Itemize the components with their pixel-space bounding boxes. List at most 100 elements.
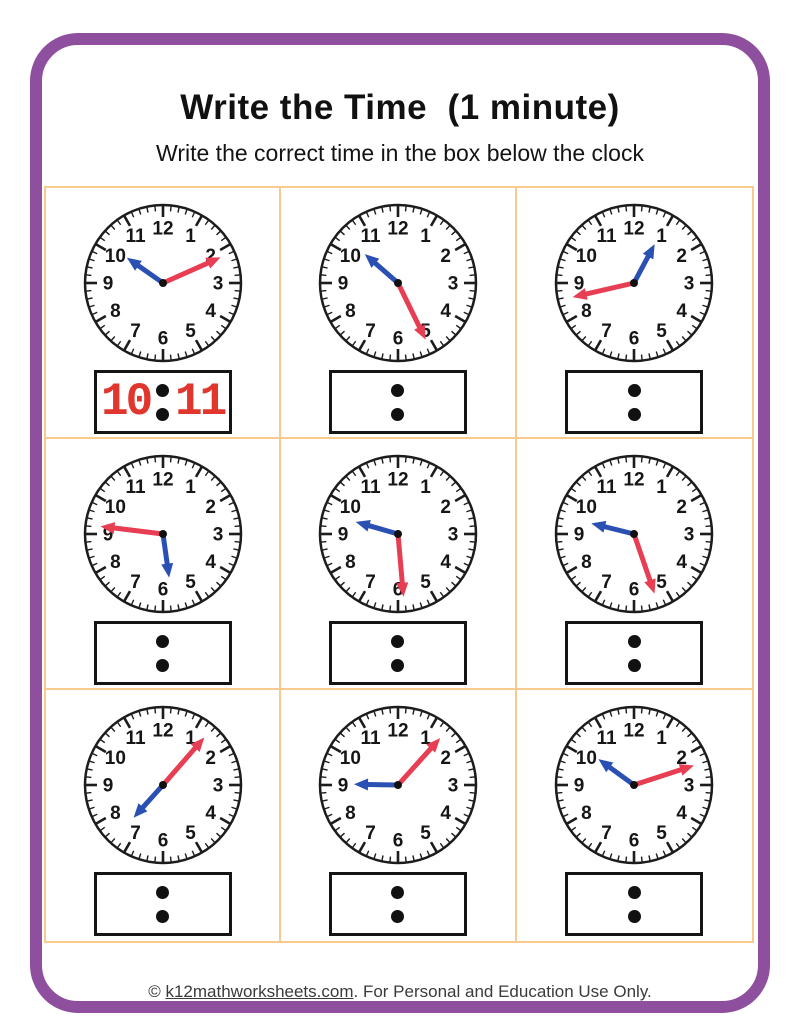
footer-copyright: ©: [148, 982, 166, 1001]
svg-text:11: 11: [125, 728, 146, 749]
tick-marks: [556, 456, 713, 612]
svg-text:10: 10: [576, 497, 597, 518]
svg-text:7: 7: [365, 572, 376, 593]
tick-marks: [319, 707, 476, 863]
minute-hand: [395, 738, 441, 788]
colon-separator: [390, 885, 406, 923]
svg-text:6: 6: [629, 831, 640, 852]
svg-text:6: 6: [629, 329, 640, 350]
svg-text:11: 11: [597, 477, 618, 498]
time-answer-box[interactable]: [565, 621, 704, 685]
svg-text:4: 4: [677, 301, 688, 322]
hour-hand: [160, 531, 173, 578]
time-answer-box[interactable]: [328, 872, 467, 936]
svg-text:3: 3: [448, 776, 459, 797]
colon-dot: [391, 885, 405, 899]
svg-text:7: 7: [130, 823, 141, 844]
svg-text:10: 10: [104, 246, 125, 267]
svg-text:6: 6: [157, 329, 168, 350]
colon-dot: [391, 383, 405, 397]
footer-credit: © k12mathworksheets.com. For Personal an…: [42, 982, 758, 1002]
minute-hand: [395, 280, 426, 340]
svg-text:3: 3: [212, 274, 223, 295]
clock-cell: 12 1 2 3 4 5 6 7 8 9 10 11: [46, 690, 282, 941]
svg-text:3: 3: [212, 525, 223, 546]
svg-text:10: 10: [340, 497, 361, 518]
hour-hand: [133, 782, 166, 818]
colon-dot: [156, 634, 170, 648]
svg-text:6: 6: [393, 831, 404, 852]
clock-cell: 12 1 2 3 4 5 6 7 8 9 10 11: [517, 690, 752, 941]
worksheet-frame: Write the Time (1 minute) Write the corr…: [30, 33, 770, 1013]
svg-text:5: 5: [185, 572, 196, 593]
minute-hand: [631, 764, 695, 788]
time-answer-box[interactable]: [93, 872, 232, 936]
colon-separator: [390, 634, 406, 672]
svg-text:7: 7: [602, 572, 613, 593]
colon-dot: [156, 407, 170, 421]
colon-separator: [626, 634, 642, 672]
svg-text:4: 4: [440, 301, 451, 322]
svg-text:6: 6: [629, 580, 640, 601]
center-pin: [393, 279, 402, 287]
time-answer-box[interactable]: [328, 370, 467, 434]
time-answer-box[interactable]: [328, 621, 467, 685]
svg-text:1: 1: [657, 477, 668, 498]
center-pin: [158, 781, 167, 789]
hour-hand: [631, 244, 655, 286]
hour-hand: [353, 778, 401, 791]
colon-separator: [155, 634, 171, 672]
time-answer-box[interactable]: 10 11: [93, 370, 232, 434]
clock-cell: 12 1 2 3 4 5 6 7 8 9 10 11: [281, 188, 517, 439]
time-answer-box[interactable]: [93, 621, 232, 685]
colon-dot: [391, 909, 405, 923]
svg-text:8: 8: [110, 552, 121, 573]
svg-text:7: 7: [365, 321, 376, 342]
time-answer-box[interactable]: [565, 370, 704, 434]
svg-text:8: 8: [345, 803, 356, 824]
svg-text:4: 4: [205, 803, 216, 824]
clock-cell: 12 1 2 3 4 5 6 7 8 9 10 11: [516, 439, 752, 690]
svg-text:4: 4: [440, 552, 451, 573]
colon-dot: [391, 658, 405, 672]
svg-text:1: 1: [185, 728, 196, 749]
svg-text:6: 6: [157, 580, 168, 601]
svg-text:11: 11: [597, 728, 618, 749]
answer-minutes: 11: [175, 376, 227, 428]
svg-text:11: 11: [360, 728, 381, 749]
svg-text:12: 12: [624, 470, 645, 491]
svg-text:12: 12: [624, 721, 645, 742]
svg-text:4: 4: [677, 803, 688, 824]
center-pin: [393, 530, 402, 538]
minute-hand: [572, 280, 637, 300]
svg-text:9: 9: [102, 776, 113, 797]
svg-text:12: 12: [152, 721, 173, 742]
minute-hand: [395, 531, 409, 597]
time-answer-box[interactable]: [565, 872, 704, 936]
answer-hours: 10: [101, 376, 153, 428]
colon-dot: [627, 634, 641, 648]
tick-marks: [319, 205, 476, 361]
svg-text:8: 8: [110, 803, 121, 824]
svg-text:10: 10: [576, 246, 597, 267]
svg-text:11: 11: [125, 226, 146, 247]
svg-text:8: 8: [581, 301, 592, 322]
page-title: Write the Time (1 minute): [180, 88, 620, 128]
svg-text:5: 5: [185, 823, 196, 844]
svg-text:7: 7: [130, 321, 141, 342]
svg-text:7: 7: [602, 321, 613, 342]
tick-marks: [556, 205, 713, 361]
svg-text:12: 12: [624, 219, 645, 240]
footer-link[interactable]: k12mathworksheets.com: [165, 982, 354, 1001]
hour-hand: [355, 519, 401, 537]
